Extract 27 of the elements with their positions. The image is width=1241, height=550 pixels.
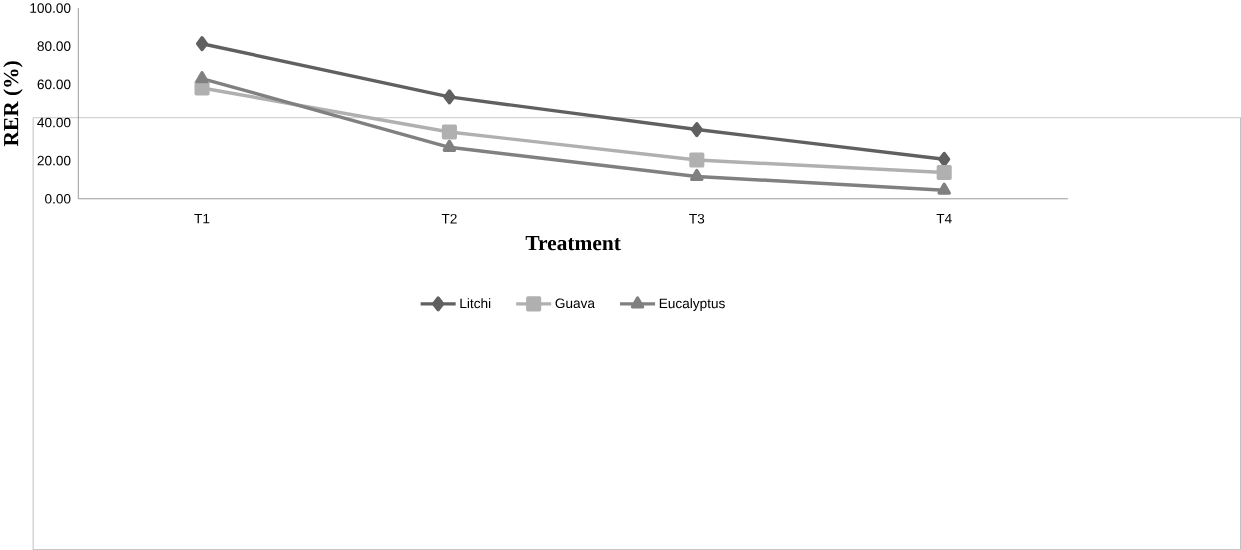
x-tick-label: T4 xyxy=(936,213,952,224)
point xyxy=(441,124,457,140)
y-tick-label: 60.00 xyxy=(37,79,71,90)
point xyxy=(936,164,952,180)
y-tick-label: 100.00 xyxy=(30,3,71,13)
point xyxy=(195,36,209,52)
x-tick-label: T3 xyxy=(689,213,705,224)
y-axis-title: RER (%) xyxy=(3,61,23,147)
point xyxy=(195,71,209,84)
legend-label: Guava xyxy=(555,298,595,309)
legend-label: Litchi xyxy=(460,298,491,309)
x-tick-label: T2 xyxy=(441,213,457,224)
point xyxy=(443,89,456,105)
point xyxy=(690,168,704,182)
y-tick-label: 80.00 xyxy=(37,41,71,51)
point xyxy=(194,80,210,96)
point xyxy=(442,139,457,152)
y-tick-label: 20.00 xyxy=(37,155,71,166)
y-tick-label: 40.00 xyxy=(37,117,71,128)
point xyxy=(690,121,703,138)
x-tick-label: T1 xyxy=(194,213,210,224)
x-axis-title: Treatment xyxy=(525,236,621,251)
point xyxy=(689,152,705,168)
point xyxy=(937,182,951,195)
point xyxy=(938,151,951,167)
y-tick-label: 0.00 xyxy=(45,193,71,204)
legend-label: Eucalyptus xyxy=(659,298,725,311)
